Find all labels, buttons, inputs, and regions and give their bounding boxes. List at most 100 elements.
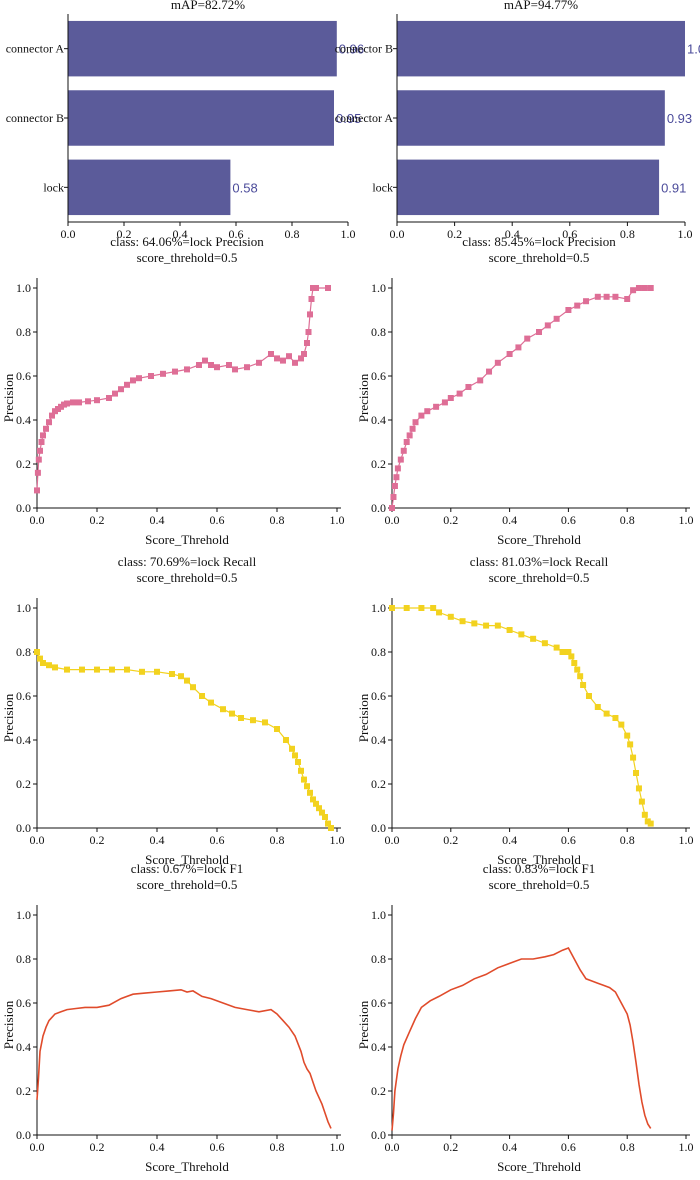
data-point-0 — [389, 605, 395, 611]
data-point-7 — [403, 439, 410, 445]
x-tick-label-3: 0.6 — [561, 1140, 576, 1154]
data-point-31 — [635, 785, 642, 792]
x-tick-label-5: 1.0 — [679, 1140, 694, 1154]
bar-1 — [397, 90, 665, 146]
data-point-25 — [544, 322, 551, 329]
value-label-0: 0.96 — [339, 42, 364, 57]
data-point-36 — [322, 814, 328, 820]
data-point-24 — [283, 737, 289, 743]
data-point-19 — [112, 390, 118, 397]
data-point-7 — [471, 620, 478, 627]
data-point-34 — [630, 287, 637, 294]
data-point-36 — [268, 351, 274, 357]
x-tick-label-0: 0.0 — [385, 1140, 400, 1154]
data-point-28 — [196, 362, 202, 368]
y-tick-label-2: 0.4 — [371, 413, 386, 427]
category-label-1: connector A — [335, 111, 394, 125]
x-tick-label-1: 0.2 — [117, 227, 132, 241]
data-point-35 — [635, 285, 642, 291]
data-point-24 — [536, 329, 542, 335]
y-tick-label-1: 0.2 — [16, 777, 31, 791]
x-tick-label-0: 0.0 — [30, 833, 45, 847]
data-point-17 — [94, 397, 100, 404]
data-point-35 — [319, 809, 325, 816]
x-tick-label-3: 0.6 — [561, 513, 576, 527]
x-tick-label-1: 0.2 — [443, 833, 458, 847]
data-point-5 — [397, 456, 404, 463]
data-point-4 — [436, 609, 443, 616]
data-point-12 — [530, 635, 537, 642]
x-tick-label-2: 0.4 — [502, 1140, 517, 1154]
data-point-36 — [641, 285, 648, 291]
chart-title: class: 0.67%=lock F1 — [131, 861, 243, 876]
data-point-24 — [603, 710, 610, 717]
data-point-26 — [292, 752, 298, 759]
x-tick-label-1: 0.2 — [90, 1140, 105, 1154]
data-point-33 — [641, 811, 648, 818]
series-line — [36, 287, 328, 491]
data-point-44 — [305, 329, 312, 335]
data-point-19 — [486, 368, 493, 375]
x-tick-label-2: 0.4 — [150, 1140, 165, 1154]
data-point-12 — [424, 408, 431, 415]
data-point-10 — [139, 668, 145, 675]
data-point-21 — [506, 351, 513, 357]
x-tick-label-3: 0.6 — [229, 227, 244, 241]
category-label-1: connector B — [6, 111, 64, 125]
data-point-26 — [553, 315, 560, 322]
y-tick-label-1: 0.2 — [16, 1084, 31, 1098]
x-tick-label-2: 0.4 — [150, 513, 165, 527]
data-point-1 — [37, 655, 43, 662]
x-tick-label-1: 0.2 — [90, 833, 105, 847]
bar-0 — [397, 20, 685, 77]
y-tick-label-2: 0.4 — [16, 413, 31, 427]
data-point-31 — [603, 293, 610, 300]
x-axis-label: Score_Threhold — [145, 852, 229, 867]
data-point-23 — [274, 726, 280, 732]
data-point-24 — [148, 373, 154, 379]
data-point-18 — [571, 660, 578, 666]
y-tick-label-3: 0.6 — [16, 369, 31, 383]
data-point-21 — [250, 717, 256, 724]
series-line — [391, 947, 652, 1131]
x-tick-label-5: 1.0 — [679, 513, 694, 527]
y-tick-label-2: 0.4 — [16, 733, 31, 747]
x-tick-label-0: 0.0 — [61, 227, 76, 241]
data-point-33 — [313, 800, 319, 807]
data-point-22 — [585, 693, 592, 699]
data-point-2 — [391, 483, 398, 489]
y-tick-label-4: 0.8 — [16, 952, 31, 966]
data-point-0 — [34, 649, 40, 655]
data-point-22 — [515, 344, 522, 351]
data-point-32 — [310, 796, 316, 803]
data-point-46 — [308, 296, 315, 302]
data-point-6 — [79, 666, 85, 673]
data-point-38 — [328, 825, 334, 831]
chart-subtitle: score_threhold=0.5 — [137, 877, 238, 892]
data-point-42 — [301, 351, 307, 357]
data-point-0 — [389, 505, 395, 511]
y-tick-label-0: 0.0 — [371, 821, 386, 835]
chart-title: class: 85.45%=lock Precision — [462, 234, 616, 249]
data-point-13 — [178, 673, 184, 680]
data-point-23 — [594, 704, 601, 710]
bar-chart-1: mAP=94.77% connector B 1.0 connector A 0.93 l… — [335, 0, 700, 241]
line-chart-5: class: 81.03%=lock Recallscore_threhold=… — [356, 554, 694, 867]
y-tick-label-3: 0.6 — [371, 689, 386, 703]
x-tick-label-5: 1.0 — [330, 1140, 345, 1154]
y-tick-label-3: 0.6 — [371, 996, 386, 1010]
series-line — [391, 287, 651, 509]
data-point-32 — [226, 362, 232, 368]
y-axis-label: Precision — [356, 1000, 371, 1049]
y-axis-label: Precision — [1, 693, 16, 742]
bar-chart-0: mAP=82.72% connector A 0.96 connector B 0.95… — [6, 0, 364, 241]
data-point-3 — [37, 447, 43, 454]
data-point-1 — [390, 494, 397, 500]
data-point-14 — [184, 677, 190, 684]
line-chart-4: class: 70.69%=lock Recallscore_threhold=… — [1, 554, 345, 867]
y-tick-label-0: 0.0 — [16, 501, 31, 515]
data-point-20 — [494, 359, 501, 366]
x-axis-label: Score_Threhold — [145, 1159, 229, 1174]
